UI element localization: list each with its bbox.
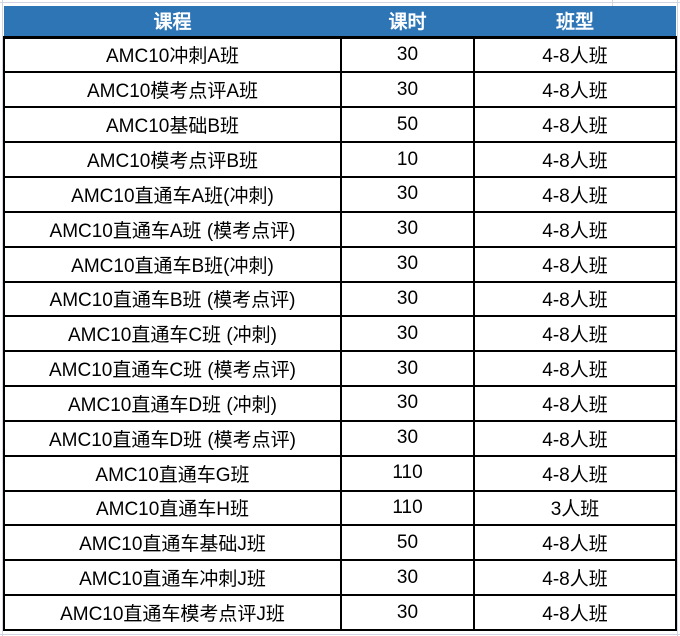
course-cell[interactable]: AMC10直通车A班(冲刺)	[3, 175, 342, 213]
hours-cell[interactable]: 30	[340, 71, 475, 109]
table-row: AMC10直通车G班 110 4-8人班	[3, 454, 677, 492]
sheet-gridline-left	[2, 0, 3, 636]
table-row: AMC10直通车B班(冲刺) 30 4-8人班	[3, 245, 677, 283]
table-row: AMC10直通车冲刺J班 30 4-8人班	[3, 559, 677, 597]
class-type-cell[interactable]: 4-8人班	[473, 594, 677, 631]
course-cell[interactable]: AMC10直通车A班 (模考点评)	[3, 210, 342, 248]
class-type-cell[interactable]: 4-8人班	[473, 315, 677, 353]
hours-cell[interactable]: 110	[340, 489, 475, 527]
course-cell[interactable]: AMC10直通车B班(冲刺)	[3, 245, 342, 283]
sheet-gridline-top	[0, 2, 680, 3]
course-cell[interactable]: AMC10基础B班	[3, 106, 342, 144]
table-row: AMC10直通车H班 110 3人班	[3, 489, 677, 527]
table-row: AMC10直通车C班 (冲刺) 30 4-8人班	[3, 315, 677, 353]
sheet-gridline-bottom	[0, 634, 680, 635]
hours-cell[interactable]: 30	[340, 280, 475, 318]
hours-cell[interactable]: 30	[340, 594, 475, 631]
table-row: AMC10基础B班 50 4-8人班	[3, 106, 677, 144]
class-type-cell[interactable]: 4-8人班	[473, 35, 677, 74]
hours-cell[interactable]: 30	[340, 385, 475, 422]
course-cell[interactable]: AMC10直通车G班	[3, 454, 342, 492]
course-cell[interactable]: AMC10冲刺A班	[3, 35, 342, 74]
sheet-gridline-right	[677, 0, 678, 636]
hours-cell[interactable]: 30	[340, 175, 475, 213]
hours-cell[interactable]: 30	[340, 210, 475, 248]
table-row: AMC10直通车基础J班 50 4-8人班	[3, 524, 677, 562]
table-header-row: 课程 课时 班型	[4, 6, 676, 39]
column-header-hours[interactable]: 课时	[341, 6, 474, 39]
table-row: AMC10模考点评B班 10 4-8人班	[3, 141, 677, 178]
class-type-cell[interactable]: 4-8人班	[473, 71, 677, 109]
course-schedule-table: 课程 课时 班型 AMC10冲刺A班 30 4-8人班 AMC10模考点评A班 30 4-…	[3, 6, 677, 631]
hours-cell[interactable]: 30	[340, 350, 475, 388]
table-row: AMC10冲刺A班 30 4-8人班	[3, 35, 677, 74]
hours-cell[interactable]: 30	[340, 35, 475, 74]
hours-cell[interactable]: 30	[340, 419, 475, 457]
course-cell[interactable]: AMC10直通车冲刺J班	[3, 559, 342, 597]
course-cell[interactable]: AMC10模考点评A班	[3, 71, 342, 109]
table-row: AMC10直通车A班 (模考点评) 30 4-8人班	[3, 210, 677, 248]
table-row: AMC10直通车B班 (模考点评) 30 4-8人班	[3, 280, 677, 318]
hours-cell[interactable]: 10	[340, 141, 475, 178]
course-cell[interactable]: AMC10直通车H班	[3, 489, 342, 527]
class-type-cell[interactable]: 4-8人班	[473, 175, 677, 213]
hours-cell[interactable]: 50	[340, 524, 475, 562]
class-type-cell[interactable]: 4-8人班	[473, 419, 677, 457]
table-row: AMC10直通车D班 (冲刺) 30 4-8人班	[3, 385, 677, 422]
course-cell[interactable]: AMC10直通车D班 (模考点评)	[3, 419, 342, 457]
hours-cell[interactable]: 30	[340, 315, 475, 353]
course-cell[interactable]: AMC10直通车C班 (模考点评)	[3, 350, 342, 388]
course-cell[interactable]: AMC10直通车基础J班	[3, 524, 342, 562]
hours-cell[interactable]: 50	[340, 106, 475, 144]
hours-cell[interactable]: 30	[340, 559, 475, 597]
class-type-cell[interactable]: 4-8人班	[473, 524, 677, 562]
table-row: AMC10直通车D班 (模考点评) 30 4-8人班	[3, 419, 677, 457]
table-row: AMC10直通车模考点评J班 30 4-8人班	[3, 594, 677, 631]
course-cell[interactable]: AMC10直通车模考点评J班	[3, 594, 342, 631]
column-header-course[interactable]: 课程	[4, 6, 341, 39]
table-row: AMC10直通车A班(冲刺) 30 4-8人班	[3, 175, 677, 213]
course-cell[interactable]: AMC10直通车D班 (冲刺)	[3, 385, 342, 422]
course-cell[interactable]: AMC10直通车B班 (模考点评)	[3, 280, 342, 318]
table-row: AMC10直通车C班 (模考点评) 30 4-8人班	[3, 350, 677, 388]
class-type-cell[interactable]: 4-8人班	[473, 141, 677, 178]
class-type-cell[interactable]: 4-8人班	[473, 210, 677, 248]
table-body: AMC10冲刺A班 30 4-8人班 AMC10模考点评A班 30 4-8人班 AMC10基…	[3, 35, 677, 631]
column-header-class-type[interactable]: 班型	[474, 6, 676, 39]
hours-cell[interactable]: 30	[340, 245, 475, 283]
class-type-cell[interactable]: 4-8人班	[473, 350, 677, 388]
class-type-cell[interactable]: 4-8人班	[473, 559, 677, 597]
class-type-cell[interactable]: 4-8人班	[473, 454, 677, 492]
course-cell[interactable]: AMC10模考点评B班	[3, 141, 342, 178]
class-type-cell[interactable]: 4-8人班	[473, 385, 677, 422]
class-type-cell[interactable]: 4-8人班	[473, 280, 677, 318]
class-type-cell[interactable]: 4-8人班	[473, 245, 677, 283]
table-row: AMC10模考点评A班 30 4-8人班	[3, 71, 677, 109]
class-type-cell[interactable]: 4-8人班	[473, 106, 677, 144]
course-cell[interactable]: AMC10直通车C班 (冲刺)	[3, 315, 342, 353]
hours-cell[interactable]: 110	[340, 454, 475, 492]
sheet-gridline-stub	[612, 0, 613, 6]
class-type-cell[interactable]: 3人班	[473, 489, 677, 527]
